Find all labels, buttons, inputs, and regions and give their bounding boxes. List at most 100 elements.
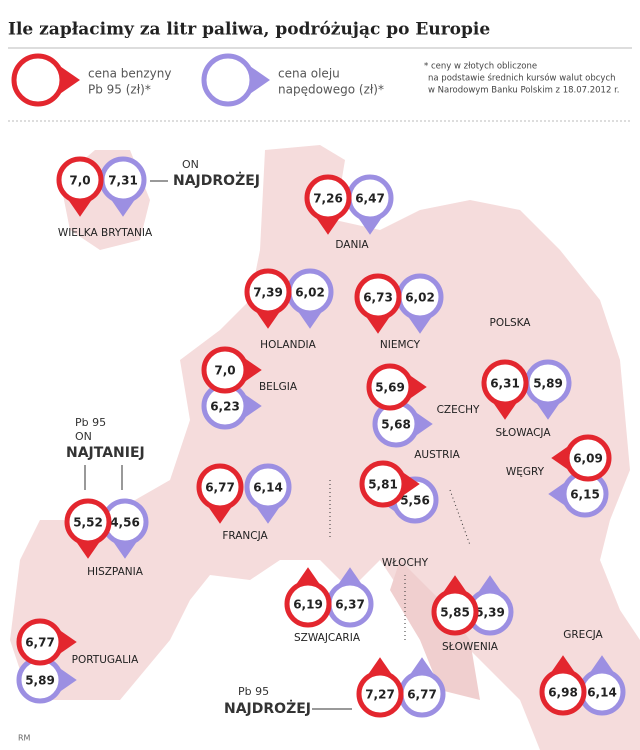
pin: 4,56 [101,498,149,559]
country: 6,47 7,26 DANIA [304,174,394,251]
price: 6,77 [205,481,235,495]
annotation-text: ON [182,158,199,171]
pin-ring [244,463,292,511]
country-name: SZWAJCARIA [294,632,361,644]
price: 7,39 [253,286,283,300]
pin: 6,77 [16,618,77,666]
pin: 6,19 [284,567,332,628]
pin: 5,85 [431,575,479,636]
footnote: w Narodowym Banku Polskim z 18.07.2012 r… [428,86,620,96]
country-name: SŁOWACJA [495,427,551,439]
legend: cena benzyny Pb 95 (zł)* cena oleju napę… [11,53,620,107]
pin: 7,27 [356,657,404,718]
price: 5,85 [440,606,470,620]
pin-ring [539,668,587,716]
country: 6,23 7,0 BELGIA [201,346,298,430]
price: 6,37 [335,598,365,612]
footnote: * ceny w złotych obliczone [424,62,537,72]
price: 6,02 [405,291,435,305]
pin: 5,81 [359,460,420,508]
legend-text: cena oleju [278,67,340,81]
pin: 6,73 [354,273,402,334]
country: 6,14 6,77 FRANCJA [196,463,292,542]
pin: 6,23 [201,382,262,430]
pin: 6,98 [539,655,587,716]
annotation-text: Pb 95 [75,416,106,429]
price: 5,89 [533,377,563,391]
credit: RM [18,734,31,743]
pin: 6,77 [196,463,244,524]
country-name: GRECJA [563,629,603,641]
pin: 6,14 [244,463,292,524]
price: 5,68 [381,418,411,432]
price: 5,81 [368,478,398,492]
pin-ring [564,434,612,482]
legend-text: napędowego (zł)* [278,83,384,97]
pin-ring [481,359,529,407]
pin: 6,09 [551,434,612,482]
legend-text: Pb 95 (zł)* [88,83,151,97]
country: 6,02 7,39 HOLANDIA [244,268,334,351]
price: 6,15 [570,488,600,502]
country-name: FRANCJA [222,530,268,542]
country: 5,68 5,69 CZECHY [366,363,480,448]
country: 6,14 6,98 GRECJA [539,629,626,716]
annotation-text: NAJDROŻEJ [173,172,260,189]
price: 6,02 [295,286,325,300]
price: 5,52 [73,516,103,530]
pin: 6,02 [396,273,444,334]
price: 6,47 [355,192,385,206]
price: 6,98 [548,686,578,700]
pin-ring [304,174,352,222]
pin: 5,69 [366,363,427,411]
leader [449,489,471,546]
country-name: NIEMCY [380,339,421,351]
country-name: CZECHY [437,404,480,416]
pin: 7,0 [201,346,262,394]
price: 7,0 [69,174,90,188]
country: 6,37 6,19 SZWAJCARIA [284,567,374,644]
annotation-text: ON [75,430,92,443]
country: 6,77 7,27 WŁOCHY [356,557,446,718]
country: 4,56 5,52 HISZPANIA [64,498,149,578]
country: 5,89 6,77 PORTUGALIA [16,618,139,704]
pin [201,53,270,107]
country-name: BELGIA [259,381,298,393]
price: 6,73 [363,291,393,305]
price: 6,09 [573,452,603,466]
pin-ring [366,363,414,411]
price: 5,89 [25,674,55,688]
pin: 5,52 [64,498,112,559]
pin: 7,39 [244,268,292,329]
annotation-text: Pb 95 [238,685,269,698]
price: 4,56 [110,516,140,530]
pin-ring [201,53,255,107]
price: 5,69 [375,381,405,395]
country: 5,565,81 AUSTRIA [359,449,461,524]
map-label: POLSKA [490,317,532,329]
country: 6,15 6,09 WĘGRY [506,434,612,518]
pin-ring [56,156,104,204]
annotation-text: NAJDROŻEJ [224,700,311,717]
pin: 5,89 [524,359,572,420]
pin: 6,37 [326,567,374,628]
country-name: HISZPANIA [87,566,144,578]
pin: 7,0 [56,156,104,217]
pin-ring [196,463,244,511]
price: 6,19 [293,598,323,612]
price: 6,14 [587,686,617,700]
price: 6,23 [210,400,240,414]
footnote: na podstawie średnich kursów walut obcyc… [428,73,616,84]
country-name: SŁOWENIA [442,641,499,653]
price: 7,27 [365,688,395,702]
country-name: PORTUGALIA [72,654,139,666]
annotation: ON NAJDROŻEJ Pb 95 ON NAJTANIEJ Pb 95 NA… [66,158,471,717]
pin: 6,14 [578,655,626,716]
price: 5,56 [400,494,430,508]
pin-ring [244,268,292,316]
price: 7,0 [214,364,235,378]
pin-ring [354,273,402,321]
pin-ring [431,588,479,636]
country-name: WIELKA BRYTANIA [58,227,153,239]
